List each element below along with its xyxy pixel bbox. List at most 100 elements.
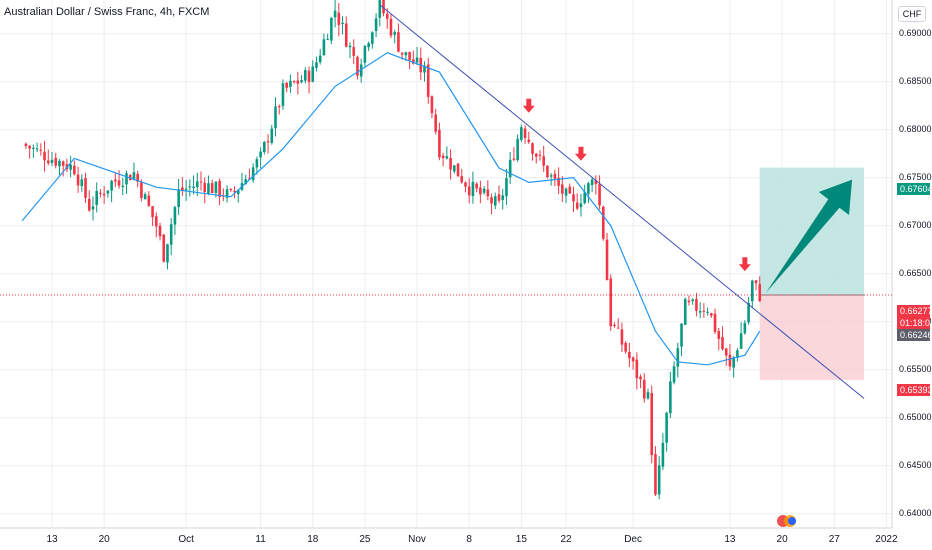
x-tick-label: 20 <box>776 534 788 545</box>
candle-down <box>620 329 624 345</box>
candle-up <box>359 64 363 77</box>
candle-up <box>110 180 113 191</box>
candle-down <box>542 156 545 166</box>
candle-up <box>177 189 180 208</box>
y-tick-label: 0.67500 <box>899 171 932 182</box>
candle-up <box>739 333 743 349</box>
candle-down <box>147 195 151 206</box>
candle-up <box>583 192 586 204</box>
price-tag: 0.67604 <box>897 183 932 195</box>
candle-down <box>628 351 631 359</box>
candle-down <box>140 182 143 198</box>
y-tick-label: 0.65000 <box>899 411 932 422</box>
candle-down <box>642 379 646 399</box>
y-tick-label: 0.64000 <box>899 507 932 518</box>
moving-average-line <box>21 52 761 366</box>
candle-down <box>117 180 121 186</box>
candle-up <box>214 181 218 193</box>
x-tick-label: 8 <box>466 534 472 545</box>
down-arrow-marker-icon <box>738 257 751 272</box>
x-tick-label: 13 <box>724 534 736 545</box>
loss-zone <box>759 295 865 380</box>
price-tag: 0.66277 <box>897 305 932 317</box>
candle-down <box>523 128 527 139</box>
candle-down <box>602 206 605 239</box>
candle-down <box>46 160 50 164</box>
candle-down <box>635 359 639 379</box>
candle-up <box>251 167 255 181</box>
candle-down <box>296 80 300 84</box>
candle-down <box>568 186 572 194</box>
candle-up <box>508 159 512 178</box>
x-tick-label: Dec <box>624 534 642 545</box>
candle-up <box>91 206 95 210</box>
candle-down <box>136 173 139 182</box>
candle-up <box>587 183 590 194</box>
candle-down <box>464 182 467 187</box>
candle-up <box>683 298 687 325</box>
candle-down <box>557 177 560 186</box>
candle-up <box>333 10 337 18</box>
candle-up <box>274 106 277 129</box>
candle-down <box>73 165 76 175</box>
price-axis-panel <box>892 0 932 550</box>
candle-down <box>356 56 359 76</box>
candle-down <box>84 178 87 198</box>
candle-up <box>143 194 147 200</box>
candle-up <box>646 392 650 399</box>
candle-up <box>751 280 754 302</box>
candle-down <box>721 336 724 350</box>
candle-down <box>430 96 434 114</box>
candle-up <box>736 350 739 358</box>
candle-down <box>43 151 46 161</box>
price-tag: 0.66246 <box>897 329 932 341</box>
candle-up <box>244 179 247 185</box>
candle-up <box>192 186 195 189</box>
candle-up <box>207 183 210 194</box>
candle-down <box>527 139 531 142</box>
candle-down <box>758 284 762 301</box>
candle-up <box>501 195 505 200</box>
candle-down <box>531 143 534 154</box>
candle-down <box>24 143 28 146</box>
x-tick-label: 18 <box>307 534 319 545</box>
candle-down <box>724 348 728 356</box>
candle-up <box>132 172 136 179</box>
candle-up <box>445 156 449 159</box>
candle-down <box>702 310 706 312</box>
candle-down <box>28 145 31 149</box>
currency-button[interactable]: CHF <box>898 6 926 22</box>
candle-up <box>453 165 456 172</box>
candle-down <box>497 194 501 201</box>
candle-up <box>747 302 750 323</box>
candle-up <box>482 188 486 193</box>
x-tick-label: 20 <box>98 534 110 545</box>
candle-down <box>385 13 389 19</box>
candle-up <box>665 412 668 443</box>
x-tick-label: 22 <box>560 534 572 545</box>
candle-up <box>374 18 378 32</box>
candle-up <box>669 381 672 414</box>
candle-up <box>289 80 292 87</box>
candle-down <box>285 82 288 88</box>
candle-up <box>50 159 54 163</box>
candle-down <box>717 331 721 339</box>
candle-up <box>304 70 307 81</box>
candle-down <box>624 342 627 352</box>
candle-down <box>754 280 758 284</box>
candle-down <box>467 186 471 196</box>
symbol-title: Australian Dollar / Swiss Franc, 4h, FXC… <box>4 6 210 18</box>
candle-up <box>106 190 110 194</box>
candle-down <box>456 163 460 177</box>
candle-up <box>657 465 661 495</box>
candle-up <box>367 43 370 48</box>
x-tick-label: Nov <box>408 534 426 545</box>
candle-up <box>69 164 72 170</box>
candle-down <box>650 392 654 456</box>
candle-up <box>471 181 475 197</box>
candle-down <box>229 189 233 191</box>
candle-down <box>728 354 732 367</box>
candle-down <box>572 194 575 202</box>
candle-up <box>378 0 382 18</box>
